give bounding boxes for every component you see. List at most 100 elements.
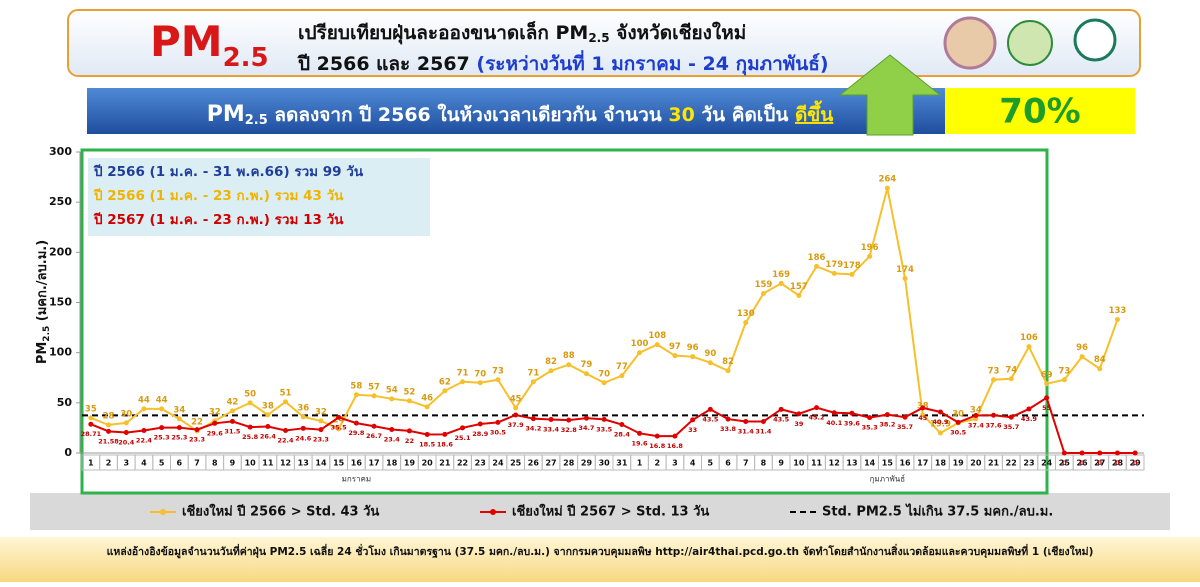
- data-label: 82: [545, 357, 557, 367]
- point: [460, 379, 466, 385]
- point: [212, 420, 218, 426]
- point: [920, 405, 926, 411]
- point: [530, 416, 536, 422]
- banner-text: PM2.5 ลดลงจาก ปี 2566 ในห้วงเวลาเดียวกัน…: [207, 100, 834, 128]
- subtitle: ปี 2566 และ 2567 (ระหว่างวันที่ 1 มกราคม…: [297, 50, 828, 76]
- data-label: 38.2: [879, 421, 895, 429]
- data-label: 33: [688, 426, 697, 434]
- point: [300, 414, 306, 420]
- legend-swatch: [490, 509, 496, 515]
- y-label-a: PM: [35, 342, 50, 364]
- data-label: 73: [492, 366, 504, 376]
- x-tick-label: 24: [492, 459, 504, 468]
- point: [920, 412, 926, 418]
- point: [566, 362, 572, 368]
- x-tick-label: 26: [1076, 459, 1088, 468]
- x-tick-label: 19: [953, 459, 965, 468]
- x-tick-label: 26: [528, 459, 540, 468]
- subtitle-a: ปี 2566 และ 2567: [297, 53, 476, 75]
- y-axis-label: PM2.5 (มคก./ลบ.ม.): [35, 240, 52, 364]
- logo-main: PM: [150, 17, 223, 66]
- x-tick-label: 10: [793, 459, 805, 468]
- point: [176, 425, 182, 431]
- x-tick-label: 17: [368, 459, 379, 468]
- point: [123, 420, 129, 426]
- banner-result: ดีขึ้น: [795, 100, 833, 126]
- info-box: [88, 158, 430, 236]
- percent: 70%: [999, 92, 1080, 132]
- point: [583, 371, 589, 377]
- x-tick-label: 11: [262, 459, 274, 468]
- data-label: 25.3: [154, 434, 170, 442]
- point: [548, 416, 554, 422]
- point: [760, 290, 766, 296]
- y-tick-label: 250: [49, 195, 72, 208]
- point: [1026, 406, 1032, 412]
- data-label: 23.3: [189, 436, 205, 444]
- data-label: 73: [1058, 366, 1070, 376]
- y-label-sub: 2.5: [42, 326, 52, 342]
- banner-text-b: วัน คิดเป็น: [695, 102, 795, 126]
- data-label: 33.4: [543, 425, 560, 433]
- data-label: 29.8: [348, 429, 365, 437]
- data-label: 196: [861, 243, 879, 253]
- point: [672, 353, 678, 359]
- point: [849, 410, 855, 416]
- x-tick-label: 28: [563, 459, 575, 468]
- point: [513, 405, 519, 411]
- month-label: กุมภาพันธ์: [870, 474, 906, 484]
- x-tick-label: 8: [212, 459, 218, 468]
- point: [371, 393, 377, 399]
- x-tick-label: 10: [245, 459, 257, 468]
- data-label: 43.5: [702, 415, 719, 423]
- point: [141, 428, 147, 434]
- data-label: 45: [510, 394, 522, 404]
- data-label: 43.5: [773, 415, 790, 423]
- x-tick-label: 4: [690, 459, 696, 468]
- data-label: 31.4: [738, 427, 755, 435]
- logo: [943, 16, 997, 70]
- point: [796, 411, 802, 417]
- point: [513, 412, 519, 418]
- point: [991, 412, 997, 418]
- data-label: 22.4: [278, 437, 295, 445]
- point: [247, 424, 253, 430]
- point: [937, 409, 943, 415]
- x-tick-label: 14: [315, 459, 327, 468]
- x-tick-label: 30: [599, 459, 611, 468]
- x-tick-label: 25: [1059, 459, 1071, 468]
- point: [849, 271, 855, 277]
- data-label: 90: [704, 349, 716, 359]
- point: [1044, 381, 1050, 387]
- point: [760, 418, 766, 424]
- point: [1008, 414, 1014, 420]
- data-label: 0: [1080, 459, 1085, 467]
- point: [1097, 366, 1103, 372]
- point: [707, 360, 713, 366]
- x-tick-label: 18: [935, 459, 947, 468]
- point: [637, 430, 643, 436]
- data-label: 34.7: [578, 424, 594, 432]
- point: [300, 425, 306, 431]
- month-label: มกราคม: [342, 475, 372, 484]
- x-tick-label: 6: [177, 459, 183, 468]
- point: [884, 185, 890, 191]
- data-label: 46: [421, 393, 433, 403]
- point: [283, 399, 289, 405]
- point: [1061, 377, 1067, 383]
- data-label: 40.9: [932, 418, 949, 426]
- data-label: 32.8: [561, 426, 578, 434]
- point: [389, 396, 395, 402]
- point: [690, 417, 696, 423]
- point: [336, 414, 342, 420]
- point: [1132, 450, 1138, 456]
- banner-days: 30: [668, 104, 694, 126]
- data-label: 30.5: [490, 428, 507, 436]
- y-tick-label: 50: [57, 396, 73, 409]
- subtitle-b: (ระหว่างวันที่ 1 มกราคม - 24 กุมภาพันธ์): [476, 50, 828, 76]
- point: [637, 350, 643, 356]
- point: [743, 320, 749, 326]
- x-tick-label: 16: [899, 459, 911, 468]
- title-b: จังหวัดเชียงใหม่: [610, 21, 747, 44]
- data-label: 54: [386, 385, 398, 395]
